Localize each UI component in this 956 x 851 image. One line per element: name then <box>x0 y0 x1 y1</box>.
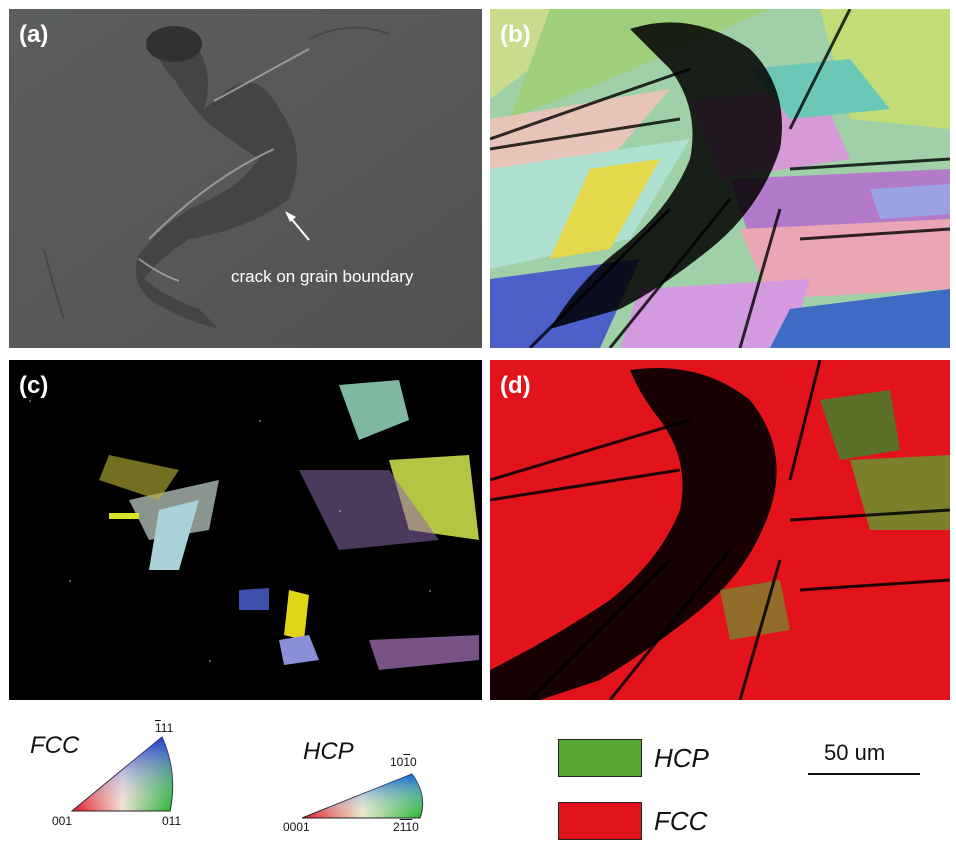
phase-map-panel: (d) <box>490 360 950 700</box>
scale-bar-label: 50 um <box>824 740 886 765</box>
hcp-ipf-map <box>9 360 482 700</box>
fcc-color-swatch <box>558 802 642 840</box>
hcp-ipf-panel: (c) <box>9 360 482 700</box>
hcp-phase-label: HCP <box>654 743 709 773</box>
ipf-map-panel: (b) <box>490 9 950 348</box>
scale-bar <box>808 773 920 775</box>
phase-map <box>490 360 950 700</box>
fcc-pole-top: 111 <box>155 721 174 735</box>
crack-annotation: crack on grain boundary <box>231 267 414 286</box>
hcp-ipf-triangle <box>301 773 424 819</box>
ipf-map <box>490 9 950 348</box>
hcp-pole-top: 1010 <box>390 755 417 769</box>
fcc-pole-001: 001 <box>52 814 73 828</box>
sem-micrograph <box>9 9 482 348</box>
sem-image-panel: (a) crack on grain boundary <box>9 9 482 348</box>
fcc-legend-title: FCC <box>30 732 80 759</box>
panel-c-label: (c) <box>19 372 49 399</box>
panel-b-label: (b) <box>500 21 531 48</box>
fcc-pole-011: 011 <box>162 814 182 828</box>
hcp-legend-title: HCP <box>303 738 354 765</box>
panel-a-label: (a) <box>19 21 49 48</box>
fcc-ipf-triangle <box>70 736 174 812</box>
hcp-pole-0001: 0001 <box>283 820 310 834</box>
hcp-pole-bottom-right: 2110 <box>393 820 419 834</box>
panel-d-label: (d) <box>500 372 531 399</box>
fcc-phase-label: FCC <box>654 806 708 836</box>
hcp-color-swatch <box>558 739 642 777</box>
